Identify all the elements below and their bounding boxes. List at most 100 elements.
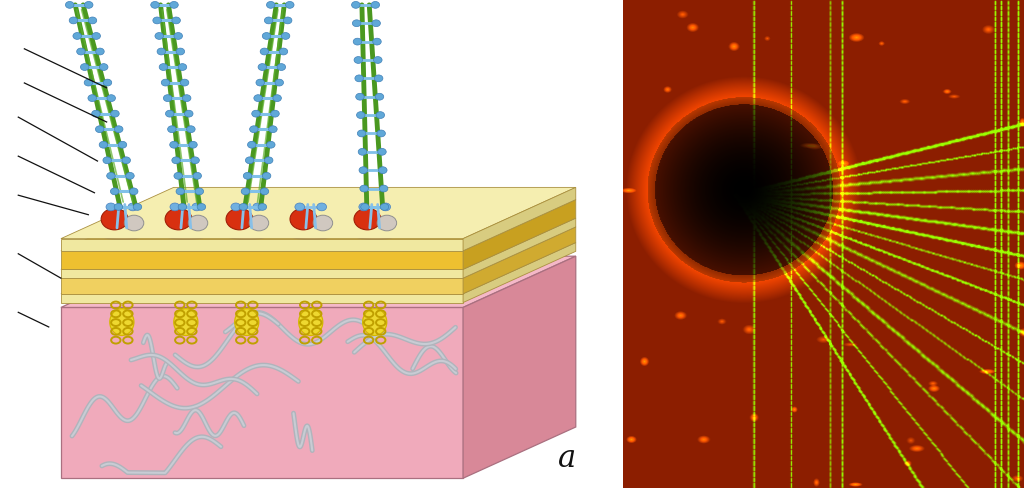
Circle shape (170, 142, 178, 148)
Circle shape (266, 1, 275, 8)
Circle shape (359, 167, 368, 174)
Circle shape (226, 208, 253, 230)
Circle shape (272, 95, 282, 102)
Circle shape (70, 17, 78, 24)
Circle shape (372, 20, 380, 27)
Circle shape (193, 172, 202, 179)
Circle shape (84, 1, 93, 8)
Circle shape (258, 203, 266, 210)
Ellipse shape (163, 228, 209, 240)
Circle shape (246, 157, 254, 163)
Circle shape (99, 63, 108, 70)
Circle shape (377, 215, 396, 231)
Circle shape (278, 63, 286, 70)
Circle shape (174, 33, 182, 40)
Circle shape (180, 79, 188, 86)
Circle shape (106, 203, 116, 211)
Ellipse shape (110, 308, 134, 336)
Circle shape (128, 203, 137, 211)
Circle shape (164, 95, 172, 102)
Circle shape (133, 203, 141, 210)
Polygon shape (61, 269, 463, 278)
Circle shape (268, 126, 278, 133)
Circle shape (376, 112, 385, 119)
Circle shape (106, 95, 116, 102)
Circle shape (170, 203, 180, 211)
Circle shape (176, 48, 184, 55)
Circle shape (357, 130, 366, 137)
Circle shape (374, 57, 382, 63)
Circle shape (153, 17, 162, 24)
Polygon shape (61, 251, 463, 269)
Circle shape (190, 157, 200, 163)
Circle shape (355, 75, 364, 82)
Circle shape (260, 188, 268, 195)
Circle shape (356, 112, 366, 119)
Circle shape (159, 63, 168, 70)
Circle shape (174, 172, 182, 179)
Circle shape (244, 172, 252, 179)
Circle shape (73, 33, 82, 40)
Circle shape (188, 142, 198, 148)
Circle shape (126, 172, 134, 179)
Circle shape (282, 33, 290, 40)
Circle shape (264, 17, 273, 24)
Circle shape (354, 208, 381, 230)
Circle shape (111, 188, 119, 195)
Circle shape (275, 79, 284, 86)
Circle shape (88, 95, 96, 102)
Circle shape (231, 203, 241, 211)
Circle shape (178, 203, 186, 210)
Circle shape (286, 1, 294, 8)
Circle shape (165, 208, 191, 230)
Circle shape (379, 185, 388, 192)
Circle shape (188, 215, 208, 231)
Circle shape (66, 1, 74, 8)
Circle shape (151, 1, 160, 8)
Circle shape (106, 172, 116, 179)
Circle shape (375, 93, 384, 100)
Circle shape (270, 110, 280, 117)
Circle shape (355, 93, 365, 100)
Polygon shape (61, 256, 575, 307)
Circle shape (92, 33, 100, 40)
Circle shape (262, 172, 270, 179)
Circle shape (266, 142, 275, 148)
Text: a: a (557, 443, 575, 474)
Polygon shape (463, 227, 575, 294)
Circle shape (168, 126, 176, 133)
Circle shape (377, 130, 385, 137)
Circle shape (256, 79, 264, 86)
Circle shape (352, 20, 360, 27)
Circle shape (195, 188, 204, 195)
Circle shape (103, 157, 112, 163)
Polygon shape (463, 256, 575, 478)
Circle shape (176, 188, 184, 195)
Circle shape (162, 79, 170, 86)
Circle shape (359, 185, 369, 192)
Polygon shape (61, 239, 463, 251)
Polygon shape (463, 200, 575, 269)
Polygon shape (61, 200, 575, 251)
Circle shape (81, 63, 89, 70)
Circle shape (250, 126, 258, 133)
Polygon shape (61, 278, 463, 294)
Circle shape (172, 17, 180, 24)
Circle shape (375, 75, 383, 82)
Circle shape (182, 95, 190, 102)
Ellipse shape (299, 308, 323, 336)
Circle shape (380, 203, 389, 210)
Circle shape (157, 48, 166, 55)
Circle shape (313, 215, 333, 231)
Circle shape (295, 203, 305, 211)
Circle shape (172, 157, 180, 163)
Circle shape (122, 157, 130, 163)
Circle shape (253, 203, 262, 211)
Circle shape (262, 33, 270, 40)
Circle shape (170, 1, 178, 8)
Circle shape (249, 215, 268, 231)
Circle shape (351, 1, 360, 8)
Circle shape (358, 148, 367, 155)
Circle shape (379, 167, 387, 174)
Circle shape (198, 203, 206, 210)
